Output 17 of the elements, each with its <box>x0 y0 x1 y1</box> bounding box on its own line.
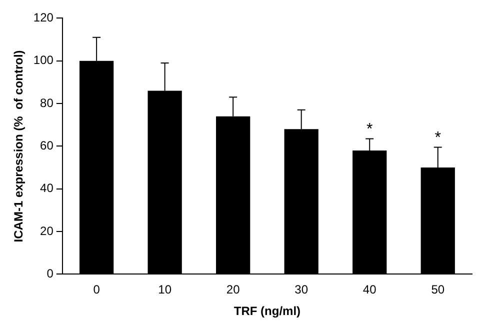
y-tick-label: 20 <box>40 224 54 238</box>
annotation: * <box>366 121 373 138</box>
y-tick-label: 100 <box>33 53 54 68</box>
y-tick-label: 120 <box>33 10 54 25</box>
y-axis-title: ICAM-1 expression (% of control) <box>12 50 26 242</box>
x-tick-label: 20 <box>226 282 240 297</box>
y-tick-label: 0 <box>46 266 54 281</box>
x-tick-label: 30 <box>294 282 308 297</box>
y-tick-label: 80 <box>40 96 54 110</box>
x-axis-title: TRF (ng/ml) <box>234 304 301 318</box>
x-tick-label: 40 <box>362 282 377 297</box>
annotation: * <box>434 130 441 147</box>
x-tick-label: 50 <box>431 282 445 297</box>
y-tick-label: 40 <box>40 181 54 196</box>
y-tick-label: 60 <box>40 138 54 153</box>
x-tick-label: 0 <box>93 282 100 297</box>
x-tick-label: 10 <box>158 282 172 297</box>
